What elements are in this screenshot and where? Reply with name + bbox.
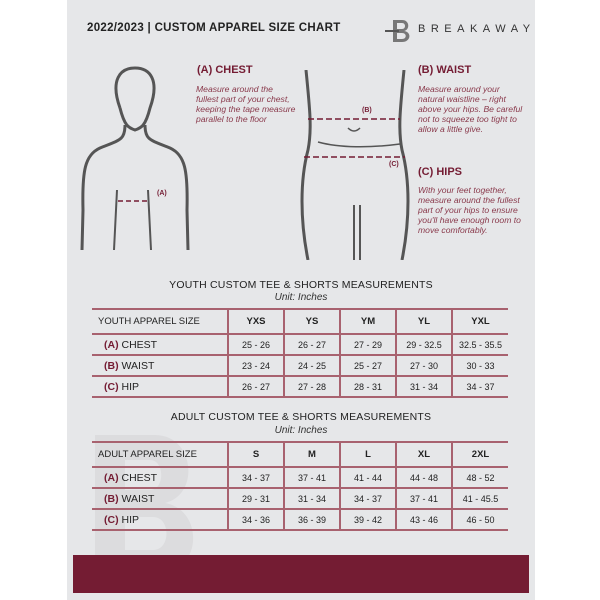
table-header-row: YOUTH APPAREL SIZE YXS YS YM YL YXL [92,308,508,335]
row-name: CHEST [121,471,158,484]
cell: 25 - 26 [227,333,284,356]
header-cell: YL [395,308,452,335]
cell: 30 - 33 [451,354,508,377]
row-letter: (C) [104,380,119,393]
row-letter: (B) [104,359,119,372]
row-name: HIP [121,380,140,393]
cell: 34 - 37 [451,375,508,398]
header-cell: YXS [227,308,284,335]
hips-marker: (C) [389,161,399,168]
adult-size-table: ADULT APPAREL SIZE S M L XL 2XL (A) CHEST 34 -… [92,441,508,531]
cell: 26 - 27 [283,333,340,356]
row-letter: (A) [104,471,119,484]
cell: 44 - 48 [395,466,452,489]
lower-body-figure [300,70,410,260]
header-cell: XL [395,441,452,468]
cell: 31 - 34 [283,487,340,510]
header-cell: YOUTH APPAREL SIZE [92,308,228,335]
cell: 34 - 37 [227,466,284,489]
chest-description: Measure around the fullest part of your … [196,84,296,124]
cell: 46 - 50 [451,508,508,531]
header-cell: YXL [451,308,508,335]
header-cell: YM [339,308,396,335]
cell: 29 - 32.5 [395,333,452,356]
cell: 48 - 52 [451,466,508,489]
cell: 23 - 24 [227,354,284,377]
cell: 27 - 30 [395,354,452,377]
row-name: CHEST [121,338,158,351]
row-name: WAIST [121,492,155,505]
row-letter: (B) [104,492,119,505]
table-row: (C) HIP 34 - 36 36 - 39 39 - 42 43 - 46 46 - … [92,508,508,531]
header-cell: YS [283,308,340,335]
cell: 41 - 45.5 [451,487,508,510]
row-letter: (A) [104,338,119,351]
footer-bar [73,555,529,593]
header-cell: M [283,441,340,468]
table-row: (A) CHEST 25 - 26 26 - 27 27 - 29 29 - 32.5 3… [92,333,508,356]
adult-unit: Unit: Inches [274,425,328,436]
waist-heading: (B) WAIST [418,64,472,76]
cell: 27 - 28 [283,375,340,398]
cell: 29 - 31 [227,487,284,510]
cell: 36 - 39 [283,508,340,531]
chest-heading: (A) CHEST [197,64,253,76]
row-label: (A) CHEST [92,466,228,489]
row-label: (A) CHEST [92,333,228,356]
cell: 32.5 - 35.5 [451,333,508,356]
row-name: HIP [121,513,140,526]
cell: 41 - 44 [339,466,396,489]
hips-description: With your feet together, measure around … [418,185,521,235]
adult-table-title: ADULT CUSTOM TEE & SHORTS MEASUREMENTS [170,411,432,423]
cell: 25 - 27 [339,354,396,377]
youth-table-title: YOUTH CUSTOM TEE & SHORTS MEASUREMENTS [169,279,433,291]
youth-unit: Unit: Inches [274,292,328,303]
cell: 43 - 46 [395,508,452,531]
cell: 26 - 27 [227,375,284,398]
brand-name: BREAKAWAY [418,23,536,35]
upper-body-figure [80,66,190,251]
cell: 34 - 37 [339,487,396,510]
table-row: (B) WAIST 29 - 31 31 - 34 34 - 37 37 - 41 41 … [92,487,508,510]
row-label: (B) WAIST [92,487,228,510]
cell: 39 - 42 [339,508,396,531]
row-label: (C) HIP [92,375,228,398]
cell: 37 - 41 [283,466,340,489]
breakaway-logo-icon [385,20,410,42]
table-row: (A) CHEST 34 - 37 37 - 41 41 - 44 44 - 48 48 … [92,466,508,489]
youth-size-table: YOUTH APPAREL SIZE YXS YS YM YL YXL (A) CHEST… [92,308,508,398]
row-letter: (C) [104,513,119,526]
table-header-row: ADULT APPAREL SIZE S M L XL 2XL [92,441,508,468]
page-title: 2022/2023 | CUSTOM APPAREL SIZE CHART [87,22,341,34]
table-row: (C) HIP 26 - 27 27 - 28 28 - 31 31 - 34 34 - … [92,375,508,398]
table-row: (B) WAIST 23 - 24 24 - 25 25 - 27 27 - 30 30 … [92,354,508,377]
chest-marker: (A) [157,190,167,197]
cell: 31 - 34 [395,375,452,398]
cell: 28 - 31 [339,375,396,398]
cell: 34 - 36 [227,508,284,531]
waist-marker: (B) [362,107,372,114]
cell: 27 - 29 [339,333,396,356]
header-cell: L [339,441,396,468]
row-name: WAIST [121,359,155,372]
waist-description: Measure around your natural waistline – … [418,84,523,134]
cell: 37 - 41 [395,487,452,510]
cell: 24 - 25 [283,354,340,377]
row-label: (C) HIP [92,508,228,531]
header-cell: ADULT APPAREL SIZE [92,441,228,468]
header-cell: 2XL [451,441,508,468]
hips-heading: (C) HIPS [418,166,462,178]
header-cell: S [227,441,284,468]
row-label: (B) WAIST [92,354,228,377]
